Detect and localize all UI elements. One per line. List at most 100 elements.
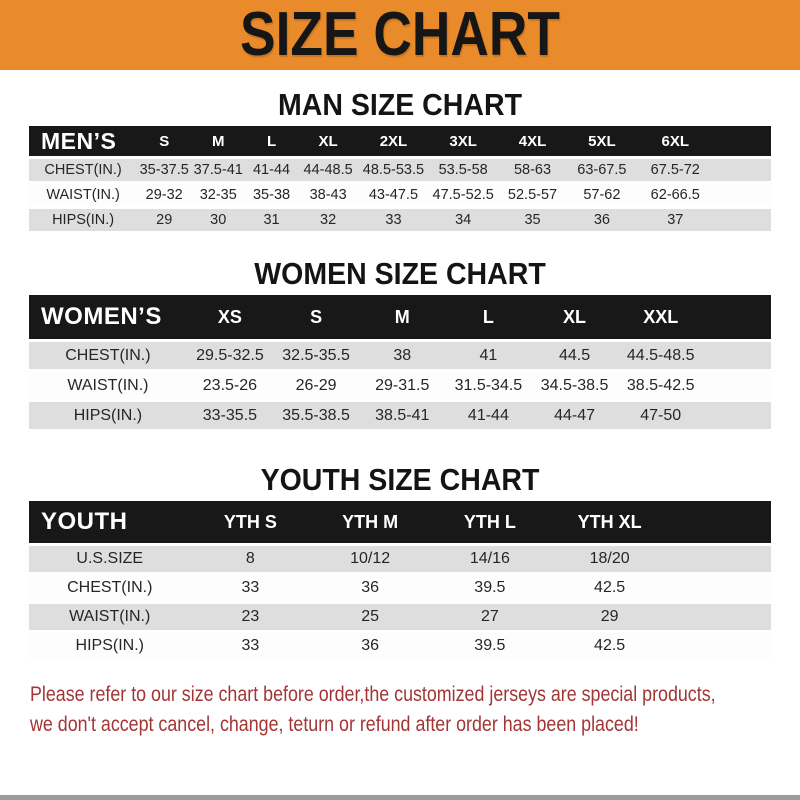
banner-title: SIZE CHART [240,0,560,69]
size-column-header: S [273,295,360,339]
size-value: 29.5-32.5 [186,342,273,369]
filler-cell [703,295,771,339]
size-value: 44.5-48.5 [617,342,704,369]
filler-cell [703,342,771,369]
size-value: 38-43 [297,184,359,206]
size-value: 23.5-26 [186,372,273,399]
size-value: 31.5-34.5 [445,372,532,399]
size-value: 33 [190,633,311,659]
man-size-chart-heading: MAN SIZE CHART [277,87,523,122]
size-column-header: L [445,295,532,339]
filler-cell [713,126,771,156]
table-header-row: WOMEN’S XS S M L XL XXL [29,295,771,339]
filler-cell [669,546,771,572]
size-column-header: YTH M [310,501,430,543]
youth-size-table: YOUTH YTH S YTH M YTH L YTH XL U.S.SIZE 8 10/12… [29,498,771,662]
size-column-header: XS [186,295,273,339]
size-column-header: 2XL [358,126,429,156]
size-value: 35 [497,209,568,231]
table-header-row: MEN’S S M L XL 2XL 3XL 4XL 5XL 6XL [29,126,771,156]
size-column-header: 5XL [567,126,637,156]
size-value: 37.5-41 [191,159,246,181]
size-value: 33 [190,575,311,601]
size-value: 62-66.5 [636,184,714,206]
size-column-header: L [245,126,298,156]
size-value: 38 [359,342,446,369]
note-line-1: Please refer to our size chart before or… [30,683,716,706]
size-value: 23 [190,604,311,630]
filler-cell [703,402,771,429]
size-value: 33 [358,209,429,231]
size-value: 29-32 [137,184,192,206]
filler-cell [713,209,771,231]
table-corner-label: YOUTH [29,501,191,543]
row-label: WAIST(IN.) [29,372,187,399]
filler-cell [669,633,771,659]
table-row: HIPS(IN.) 33-35.5 35.5-38.5 38.5-41 41-44 44-… [29,402,771,429]
size-value: 43-47.5 [358,184,429,206]
table-row: CHEST(IN.) 35-37.5 37.5-41 41-44 44-48.5 48.5… [29,159,771,181]
size-column-header: XL [297,126,359,156]
table-row: U.S.SIZE 8 10/12 14/16 18/20 [29,546,771,572]
size-value: 32 [297,209,359,231]
size-value: 52.5-57 [497,184,568,206]
row-label: CHEST(IN.) [29,342,187,369]
table-corner-label: MEN’S [29,126,138,156]
size-column-header: 4XL [497,126,568,156]
size-value: 44-48.5 [297,159,359,181]
size-value: 31 [245,209,298,231]
filler-cell [669,575,771,601]
size-value: 44-47 [531,402,618,429]
row-label: HIPS(IN.) [29,633,191,659]
size-value: 36 [310,575,430,601]
women-size-table: WOMEN’S XS S M L XL XXL CHEST(IN.) 29.5-32.5 32.5… [29,292,771,432]
filler-cell [703,372,771,399]
size-value: 57-62 [567,184,637,206]
filler-cell [669,604,771,630]
size-value: 32.5-35.5 [273,342,360,369]
size-column-header: M [191,126,246,156]
table-row: WAIST(IN.) 29-32 32-35 35-38 38-43 43-47.5 47.… [29,184,771,206]
size-value: 34 [428,209,498,231]
men-size-table: MEN’S S M L XL 2XL 3XL 4XL 5XL 6XL CHEST(IN.) 35-37… [29,123,771,234]
size-value: 44.5 [531,342,618,369]
size-column-header: YTH XL [549,501,670,543]
filler-cell [669,501,771,543]
size-column-header: 3XL [428,126,498,156]
size-value: 39.5 [430,633,550,659]
size-value: 36 [567,209,637,231]
size-value: 41 [445,342,532,369]
size-value: 42.5 [549,633,670,659]
size-value: 38.5-41 [359,402,446,429]
size-value: 35-37.5 [137,159,192,181]
row-label: CHEST(IN.) [29,575,191,601]
table-header-row: YOUTH YTH S YTH M YTH L YTH XL [29,501,771,543]
size-value: 35-38 [245,184,298,206]
size-column-header: S [137,126,192,156]
size-column-header: M [359,295,446,339]
size-column-header: 6XL [636,126,714,156]
size-value: 39.5 [430,575,550,601]
row-label: HIPS(IN.) [29,209,138,231]
note-line-2: we don't accept cancel, change, teturn o… [30,713,639,736]
size-value: 25 [310,604,430,630]
size-value: 36 [310,633,430,659]
size-value: 48.5-53.5 [358,159,429,181]
size-value: 27 [430,604,550,630]
row-label: WAIST(IN.) [29,604,191,630]
row-label: HIPS(IN.) [29,402,187,429]
size-value: 67.5-72 [636,159,714,181]
table-row: HIPS(IN.) 29 30 31 32 33 34 35 36 37 [29,209,771,231]
size-value: 37 [636,209,714,231]
table-row: WAIST(IN.) 23 25 27 29 [29,604,771,630]
bottom-strip [0,795,800,800]
size-value: 63-67.5 [567,159,637,181]
size-value: 18/20 [549,546,670,572]
row-label: CHEST(IN.) [29,159,138,181]
size-value: 34.5-38.5 [531,372,618,399]
size-value: 47.5-52.5 [428,184,498,206]
table-row: HIPS(IN.) 33 36 39.5 42.5 [29,633,771,659]
table-row: WAIST(IN.) 23.5-26 26-29 29-31.5 31.5-34.5 34… [29,372,771,399]
size-value: 38.5-42.5 [617,372,704,399]
size-column-header: XL [531,295,618,339]
